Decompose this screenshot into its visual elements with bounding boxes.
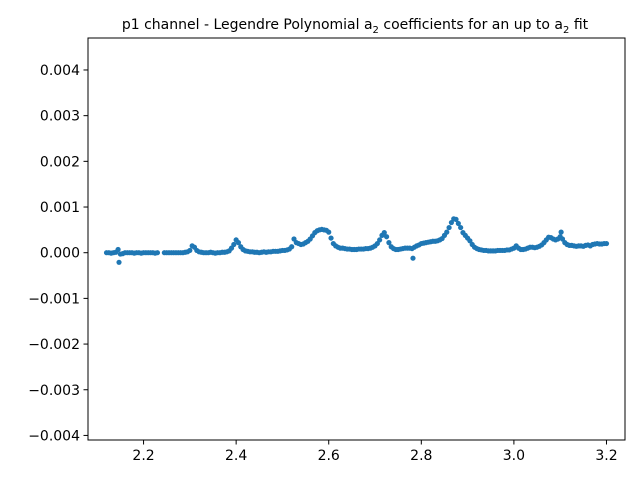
y-tick-label: 0.000 (40, 246, 80, 262)
data-point (377, 237, 383, 243)
data-points (103, 216, 610, 265)
data-point (383, 234, 390, 240)
data-point (116, 259, 122, 265)
data-point (187, 247, 193, 254)
y-tick-label: 0.003 (40, 109, 80, 125)
data-point (410, 255, 416, 261)
data-point (328, 235, 334, 241)
data-point (235, 240, 242, 246)
y-tick-label: −0.003 (28, 383, 80, 399)
x-tick-label: 2.4 (225, 448, 247, 464)
data-point (154, 250, 161, 256)
x-tick-label: 3.0 (503, 448, 525, 464)
data-point (289, 244, 295, 250)
x-tick-label: 2.6 (318, 448, 340, 464)
data-point (231, 241, 237, 248)
y-tick-label: 0.002 (40, 154, 80, 170)
y-tick-label: −0.004 (28, 428, 80, 444)
chart-title: p1 channel - Legendre Polynomial a2 coef… (122, 17, 589, 36)
data-point (558, 229, 564, 235)
data-point (115, 246, 121, 253)
data-point (381, 230, 387, 236)
data-point (453, 216, 459, 222)
y-tick-label: 0.004 (40, 63, 80, 79)
y-tick-label: 0.001 (40, 200, 80, 216)
data-point (458, 224, 464, 231)
data-point (603, 240, 610, 247)
y-tick-label: −0.001 (28, 291, 80, 307)
x-axis-ticks: 2.2 2.4 2.6 2.8 3.0 3.2 (132, 440, 618, 464)
y-tick-label: −0.002 (28, 337, 80, 353)
y-axis-ticks: −0.004 −0.003 −0.002 −0.001 0.000 0.001 0.002 0… (28, 63, 88, 444)
x-tick-label: 2.8 (410, 448, 432, 464)
x-tick-label: 2.2 (132, 448, 154, 464)
data-point (444, 229, 450, 235)
x-tick-label: 3.2 (595, 448, 617, 464)
data-point (326, 229, 332, 235)
axes-frame (87, 37, 626, 441)
data-point (455, 220, 461, 227)
data-point (446, 224, 452, 231)
data-point (386, 240, 392, 246)
